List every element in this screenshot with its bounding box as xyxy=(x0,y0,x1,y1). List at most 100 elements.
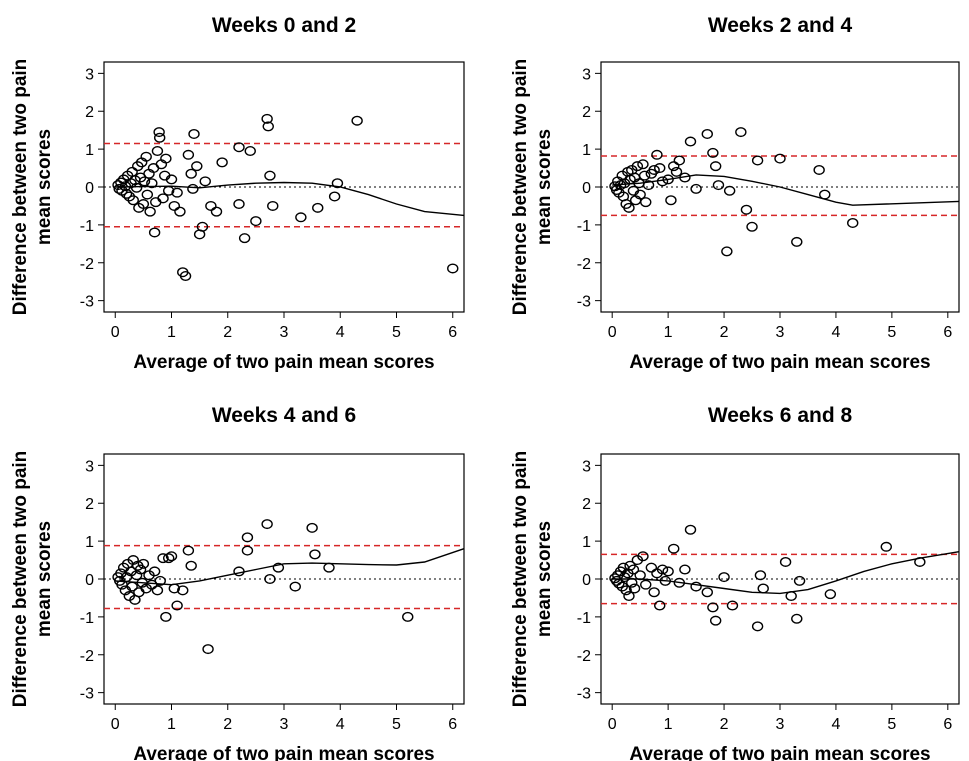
scatter-point xyxy=(309,549,321,560)
scatter-point xyxy=(690,581,702,592)
scatter-point xyxy=(238,233,251,244)
scatter-point xyxy=(199,176,211,187)
scatter-point xyxy=(707,147,719,158)
y-tick-label: 0 xyxy=(85,572,94,589)
y-tick-label: 3 xyxy=(85,66,94,83)
y-tick-label: -2 xyxy=(577,256,591,273)
scatter-point xyxy=(779,556,792,567)
scatter-point xyxy=(182,545,195,556)
scatter-point xyxy=(267,200,279,211)
y-tick-label: 0 xyxy=(85,180,94,197)
y-axis-label: Difference between two pain mean scores xyxy=(10,451,55,708)
scatter-point xyxy=(847,217,859,228)
y-tick-label: -2 xyxy=(80,256,94,273)
scatter-point xyxy=(648,587,660,598)
y-tick-label: 3 xyxy=(85,458,94,475)
scatter-point xyxy=(289,581,301,592)
scatter-point xyxy=(754,570,767,581)
scatter-point xyxy=(179,271,192,282)
scatter-point xyxy=(130,182,143,193)
y-tick-label: 2 xyxy=(85,496,94,513)
x-tick-label: 5 xyxy=(887,716,896,733)
scatter-point xyxy=(718,572,730,583)
y-tick-label: -3 xyxy=(80,294,94,311)
x-tick-label: 1 xyxy=(167,324,176,341)
x-tick-label: 0 xyxy=(608,716,617,733)
scatter-point xyxy=(244,146,256,157)
y-axis-label-line-2: mean scores xyxy=(34,129,55,245)
scatter-point xyxy=(148,227,161,238)
scatter-point xyxy=(726,600,739,611)
scatter-point xyxy=(137,558,150,569)
y-axis-label: Difference between two pain mean scores xyxy=(10,59,55,316)
x-tick-label: 3 xyxy=(280,716,289,733)
scatter-point xyxy=(312,202,324,213)
y-axis-label: Difference between two pain mean scores xyxy=(510,451,555,708)
scatter-point xyxy=(272,562,285,573)
scatter-point xyxy=(791,613,803,624)
scatter-point xyxy=(654,600,666,611)
scatter-point xyxy=(656,564,669,575)
y-axis-label-line-2: mean scores xyxy=(34,521,55,637)
x-tick-label: 5 xyxy=(392,716,401,733)
scatter-point xyxy=(709,615,722,626)
scatter-point xyxy=(160,611,172,622)
scatter-point xyxy=(188,128,200,139)
scatter-point xyxy=(134,564,147,575)
y-tick-label: 0 xyxy=(582,180,591,197)
scatter-point xyxy=(654,163,666,174)
x-tick-label: 6 xyxy=(448,716,457,733)
scatter-point xyxy=(637,159,649,170)
scatter-point xyxy=(793,575,806,586)
scatter-point xyxy=(640,197,652,208)
x-tick-label: 3 xyxy=(776,716,785,733)
scatter-point xyxy=(746,221,758,232)
y-axis-label-line-2: mean scores xyxy=(534,521,555,637)
scatter-point xyxy=(670,166,683,177)
scatter-point xyxy=(824,589,837,600)
scatter-point xyxy=(151,146,164,157)
scatter-point xyxy=(331,178,344,189)
scatter-point xyxy=(233,566,245,577)
scatter-point xyxy=(182,149,195,160)
y-axis-label-line-1: Difference between two pain xyxy=(10,59,31,316)
scatter-point xyxy=(642,180,655,191)
scatter-point xyxy=(264,574,276,585)
chart-panel-4: Weeks 6 and 8 Difference between two pain… xyxy=(510,404,960,761)
y-axis-label-line-2: mean scores xyxy=(534,129,555,245)
y-tick-label: 1 xyxy=(582,534,591,551)
chart-title: Weeks 6 and 8 xyxy=(708,404,853,427)
scatter-point xyxy=(241,545,254,556)
scatter-point xyxy=(241,532,254,543)
y-tick-label: -1 xyxy=(577,610,591,627)
scatter-point xyxy=(112,180,124,191)
scatter-point xyxy=(645,562,658,573)
x-tick-label: 5 xyxy=(392,324,401,341)
scatter-point xyxy=(701,587,713,598)
chart-panel-1: Weeks 0 and 2 Difference between two pain… xyxy=(10,14,465,373)
x-tick-label: 4 xyxy=(831,716,840,733)
scatter-point xyxy=(202,644,214,655)
x-tick-label: 6 xyxy=(943,324,952,341)
scatter-point xyxy=(640,579,652,590)
scatter-point xyxy=(626,577,638,588)
scatter-point xyxy=(757,583,769,594)
scatter-point xyxy=(684,136,697,147)
scatter-point xyxy=(137,199,150,210)
y-axis-label-line-1: Difference between two pain xyxy=(510,59,531,316)
scatter-point xyxy=(133,587,145,598)
scatter-point xyxy=(130,570,143,581)
scatter-point xyxy=(264,170,276,181)
scatter-point xyxy=(185,560,197,571)
scatter-point xyxy=(141,189,154,200)
scatter-point xyxy=(623,591,635,602)
scatter-point xyxy=(774,153,786,164)
scatter-point xyxy=(637,551,649,562)
scatter-point xyxy=(668,543,680,554)
scatter-point xyxy=(751,621,764,632)
y-tick-label: -2 xyxy=(80,648,94,665)
smoothed-fit-line xyxy=(612,551,960,595)
scatter-point xyxy=(157,553,169,564)
x-tick-label: 3 xyxy=(776,324,785,341)
x-tick-label: 0 xyxy=(111,716,120,733)
